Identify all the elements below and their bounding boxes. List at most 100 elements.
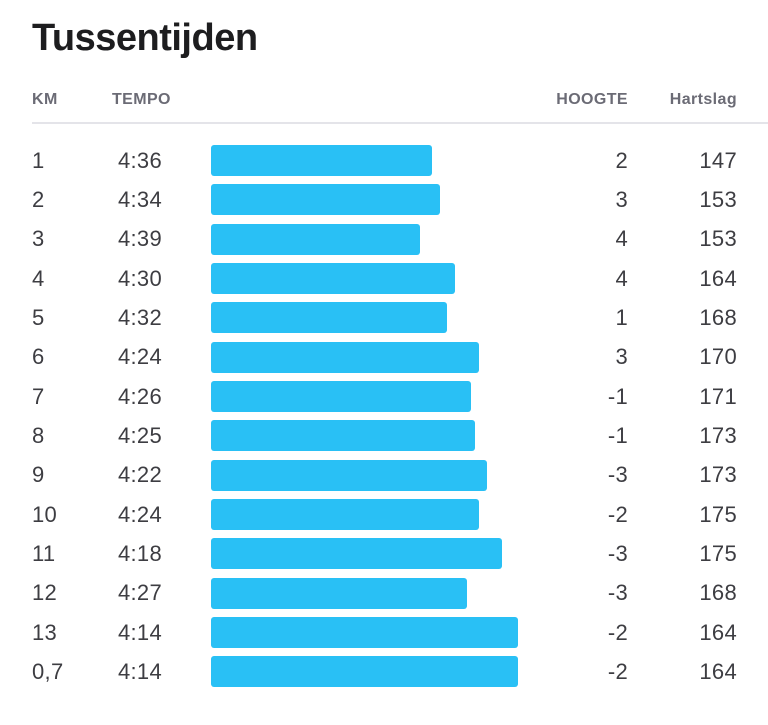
hoogte-value: -3 xyxy=(607,540,628,566)
table-row: 9 4:22 -3 173 xyxy=(32,456,737,495)
tempo-bar-cell xyxy=(162,459,553,491)
tempo-bar-cell xyxy=(162,184,553,216)
page-title: Tussentijden xyxy=(32,17,258,59)
hartslag-value: 147 xyxy=(699,147,737,173)
km-value: 12 xyxy=(32,580,58,606)
table-row: 8 4:25 -1 173 xyxy=(32,416,737,455)
tempo-bar xyxy=(211,459,487,491)
hoogte-value: 3 xyxy=(615,344,628,370)
hartslag-value: 164 xyxy=(699,265,737,291)
hartslag-value: 164 xyxy=(699,658,737,684)
tempo-bar-cell xyxy=(162,656,553,688)
hartslag-value: 153 xyxy=(699,226,737,252)
column-header-hartslag: Hartslag xyxy=(669,91,737,108)
hoogte-value: 4 xyxy=(615,226,628,252)
table-row: 4 4:30 4 164 xyxy=(32,259,737,298)
tempo-bar xyxy=(211,577,467,609)
tempo-value: 4:24 xyxy=(117,501,162,527)
km-value: 8 xyxy=(32,422,45,448)
hartslag-value: 175 xyxy=(699,501,737,527)
header-divider xyxy=(32,122,768,124)
km-value: 9 xyxy=(32,462,45,488)
tempo-bar xyxy=(211,381,471,413)
tempo-bar-cell xyxy=(162,341,553,373)
tempo-bar xyxy=(211,617,518,649)
km-value: 11 xyxy=(32,540,56,566)
hoogte-value: 2 xyxy=(615,147,628,173)
km-value: 3 xyxy=(32,226,45,252)
table-row: 7 4:26 -1 171 xyxy=(32,377,737,416)
tempo-value: 4:26 xyxy=(117,383,162,409)
tempo-value: 4:39 xyxy=(117,226,162,252)
tempo-bar xyxy=(211,145,432,177)
tempo-bar xyxy=(211,341,479,373)
hartslag-value: 171 xyxy=(699,383,737,409)
tempo-bar xyxy=(211,302,448,334)
tempo-value: 4:32 xyxy=(117,304,162,330)
tempo-bar-cell xyxy=(162,145,553,177)
hoogte-value: -1 xyxy=(607,383,628,409)
table-row: 1 4:36 2 147 xyxy=(32,141,737,180)
tempo-value: 4:34 xyxy=(117,186,162,212)
table-row: 0,7 4:14 -2 164 xyxy=(32,652,737,691)
tempo-bar-cell xyxy=(162,420,553,452)
tempo-value: 4:27 xyxy=(117,580,162,606)
km-value: 5 xyxy=(32,304,45,330)
km-value: 0,7 xyxy=(32,658,64,684)
tempo-bar-cell xyxy=(162,538,553,570)
column-header-km: KM xyxy=(32,91,58,108)
hoogte-value: -3 xyxy=(607,462,628,488)
tempo-bar xyxy=(211,538,503,570)
hartslag-value: 173 xyxy=(699,462,737,488)
tempo-bar xyxy=(211,499,479,531)
km-value: 13 xyxy=(32,619,58,645)
tempo-bar-cell xyxy=(162,302,553,334)
tempo-value: 4:14 xyxy=(117,658,162,684)
tempo-bar-cell xyxy=(162,381,553,413)
hoogte-value: -1 xyxy=(607,422,628,448)
tempo-bar-cell xyxy=(162,577,553,609)
header-spacer xyxy=(162,92,553,108)
hartslag-value: 175 xyxy=(699,540,737,566)
tempo-value: 4:14 xyxy=(117,619,162,645)
hartslag-value: 153 xyxy=(699,186,737,212)
hoogte-value: 3 xyxy=(615,186,628,212)
hartslag-value: 164 xyxy=(699,619,737,645)
tempo-bar xyxy=(211,656,518,688)
km-value: 1 xyxy=(32,147,45,173)
tempo-bar-cell xyxy=(162,263,553,295)
table-row: 12 4:27 -3 168 xyxy=(32,574,737,613)
tempo-value: 4:18 xyxy=(117,540,162,566)
tempo-value: 4:25 xyxy=(117,422,162,448)
column-header-hoogte: HOOGTE xyxy=(556,91,628,108)
table-row: 5 4:32 1 168 xyxy=(32,298,737,337)
km-value: 6 xyxy=(32,344,45,370)
hartslag-value: 168 xyxy=(699,580,737,606)
table-row: 13 4:14 -2 164 xyxy=(32,613,737,652)
tempo-bar xyxy=(211,263,456,295)
tempo-bar xyxy=(211,223,420,255)
tempo-bar-cell xyxy=(162,617,553,649)
tempo-bar xyxy=(211,420,475,452)
table-row: 2 4:34 3 153 xyxy=(32,180,737,219)
hoogte-value: -2 xyxy=(607,658,628,684)
tempo-value: 4:22 xyxy=(117,462,162,488)
tempo-value: 4:36 xyxy=(117,147,162,173)
table-row: 11 4:18 -3 175 xyxy=(32,534,737,573)
hartslag-value: 168 xyxy=(699,304,737,330)
table-row: 3 4:39 4 153 xyxy=(32,220,737,259)
table-row: 10 4:24 -2 175 xyxy=(32,495,737,534)
tempo-bar xyxy=(211,184,440,216)
km-value: 10 xyxy=(32,501,58,527)
table-header-row: KM TEMPO HOOGTE Hartslag xyxy=(32,92,737,108)
column-header-tempo: TEMPO xyxy=(112,91,171,108)
hoogte-value: 4 xyxy=(615,265,628,291)
tempo-value: 4:30 xyxy=(117,265,162,291)
tempo-bar-cell xyxy=(162,499,553,531)
hoogte-value: -2 xyxy=(607,501,628,527)
hoogte-value: 1 xyxy=(615,304,628,330)
hoogte-value: -2 xyxy=(607,619,628,645)
hartslag-value: 170 xyxy=(699,344,737,370)
tempo-value: 4:24 xyxy=(117,344,162,370)
hoogte-value: -3 xyxy=(607,580,628,606)
